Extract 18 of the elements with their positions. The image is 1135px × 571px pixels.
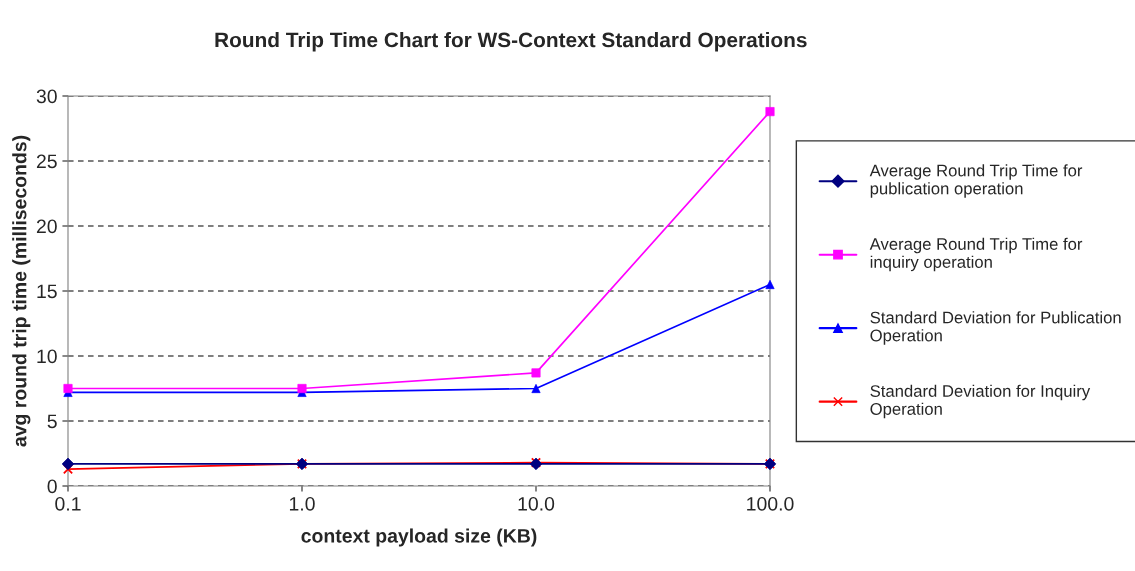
y-tick-label: 10	[37, 349, 57, 364]
y-tick-label: 15	[37, 284, 57, 299]
y-tick-label: 0	[47, 479, 57, 494]
y-tick-label: 20	[36, 219, 57, 234]
x-tick-label: 100.0	[747, 496, 794, 511]
y-axis-title: avg round trip time (milliseconds)	[12, 135, 31, 447]
y-tick-label: 25	[36, 154, 57, 169]
legend-label: Standard Deviation for Inquiry Operation	[870, 384, 1091, 419]
legend-label: Average Round Trip Time for publication operation	[869, 164, 1083, 198]
y-tick-label: 30	[36, 89, 57, 104]
legend-label: Average Round Trip Time for inquiry operation	[869, 237, 1083, 272]
x-tick-label: 1.0	[289, 496, 315, 511]
x-tick-label: 0.1	[55, 496, 81, 511]
chart-title: Round Trip Time Chart for WS-Context Standard Operations	[215, 32, 807, 52]
x-axis-title: context payload size (KB)	[301, 528, 537, 547]
x-tick-label: 10.0	[518, 496, 555, 511]
legend-label: Standard Deviation for Publication Operation	[870, 311, 1121, 345]
y-tick-label: 5	[47, 414, 57, 429]
